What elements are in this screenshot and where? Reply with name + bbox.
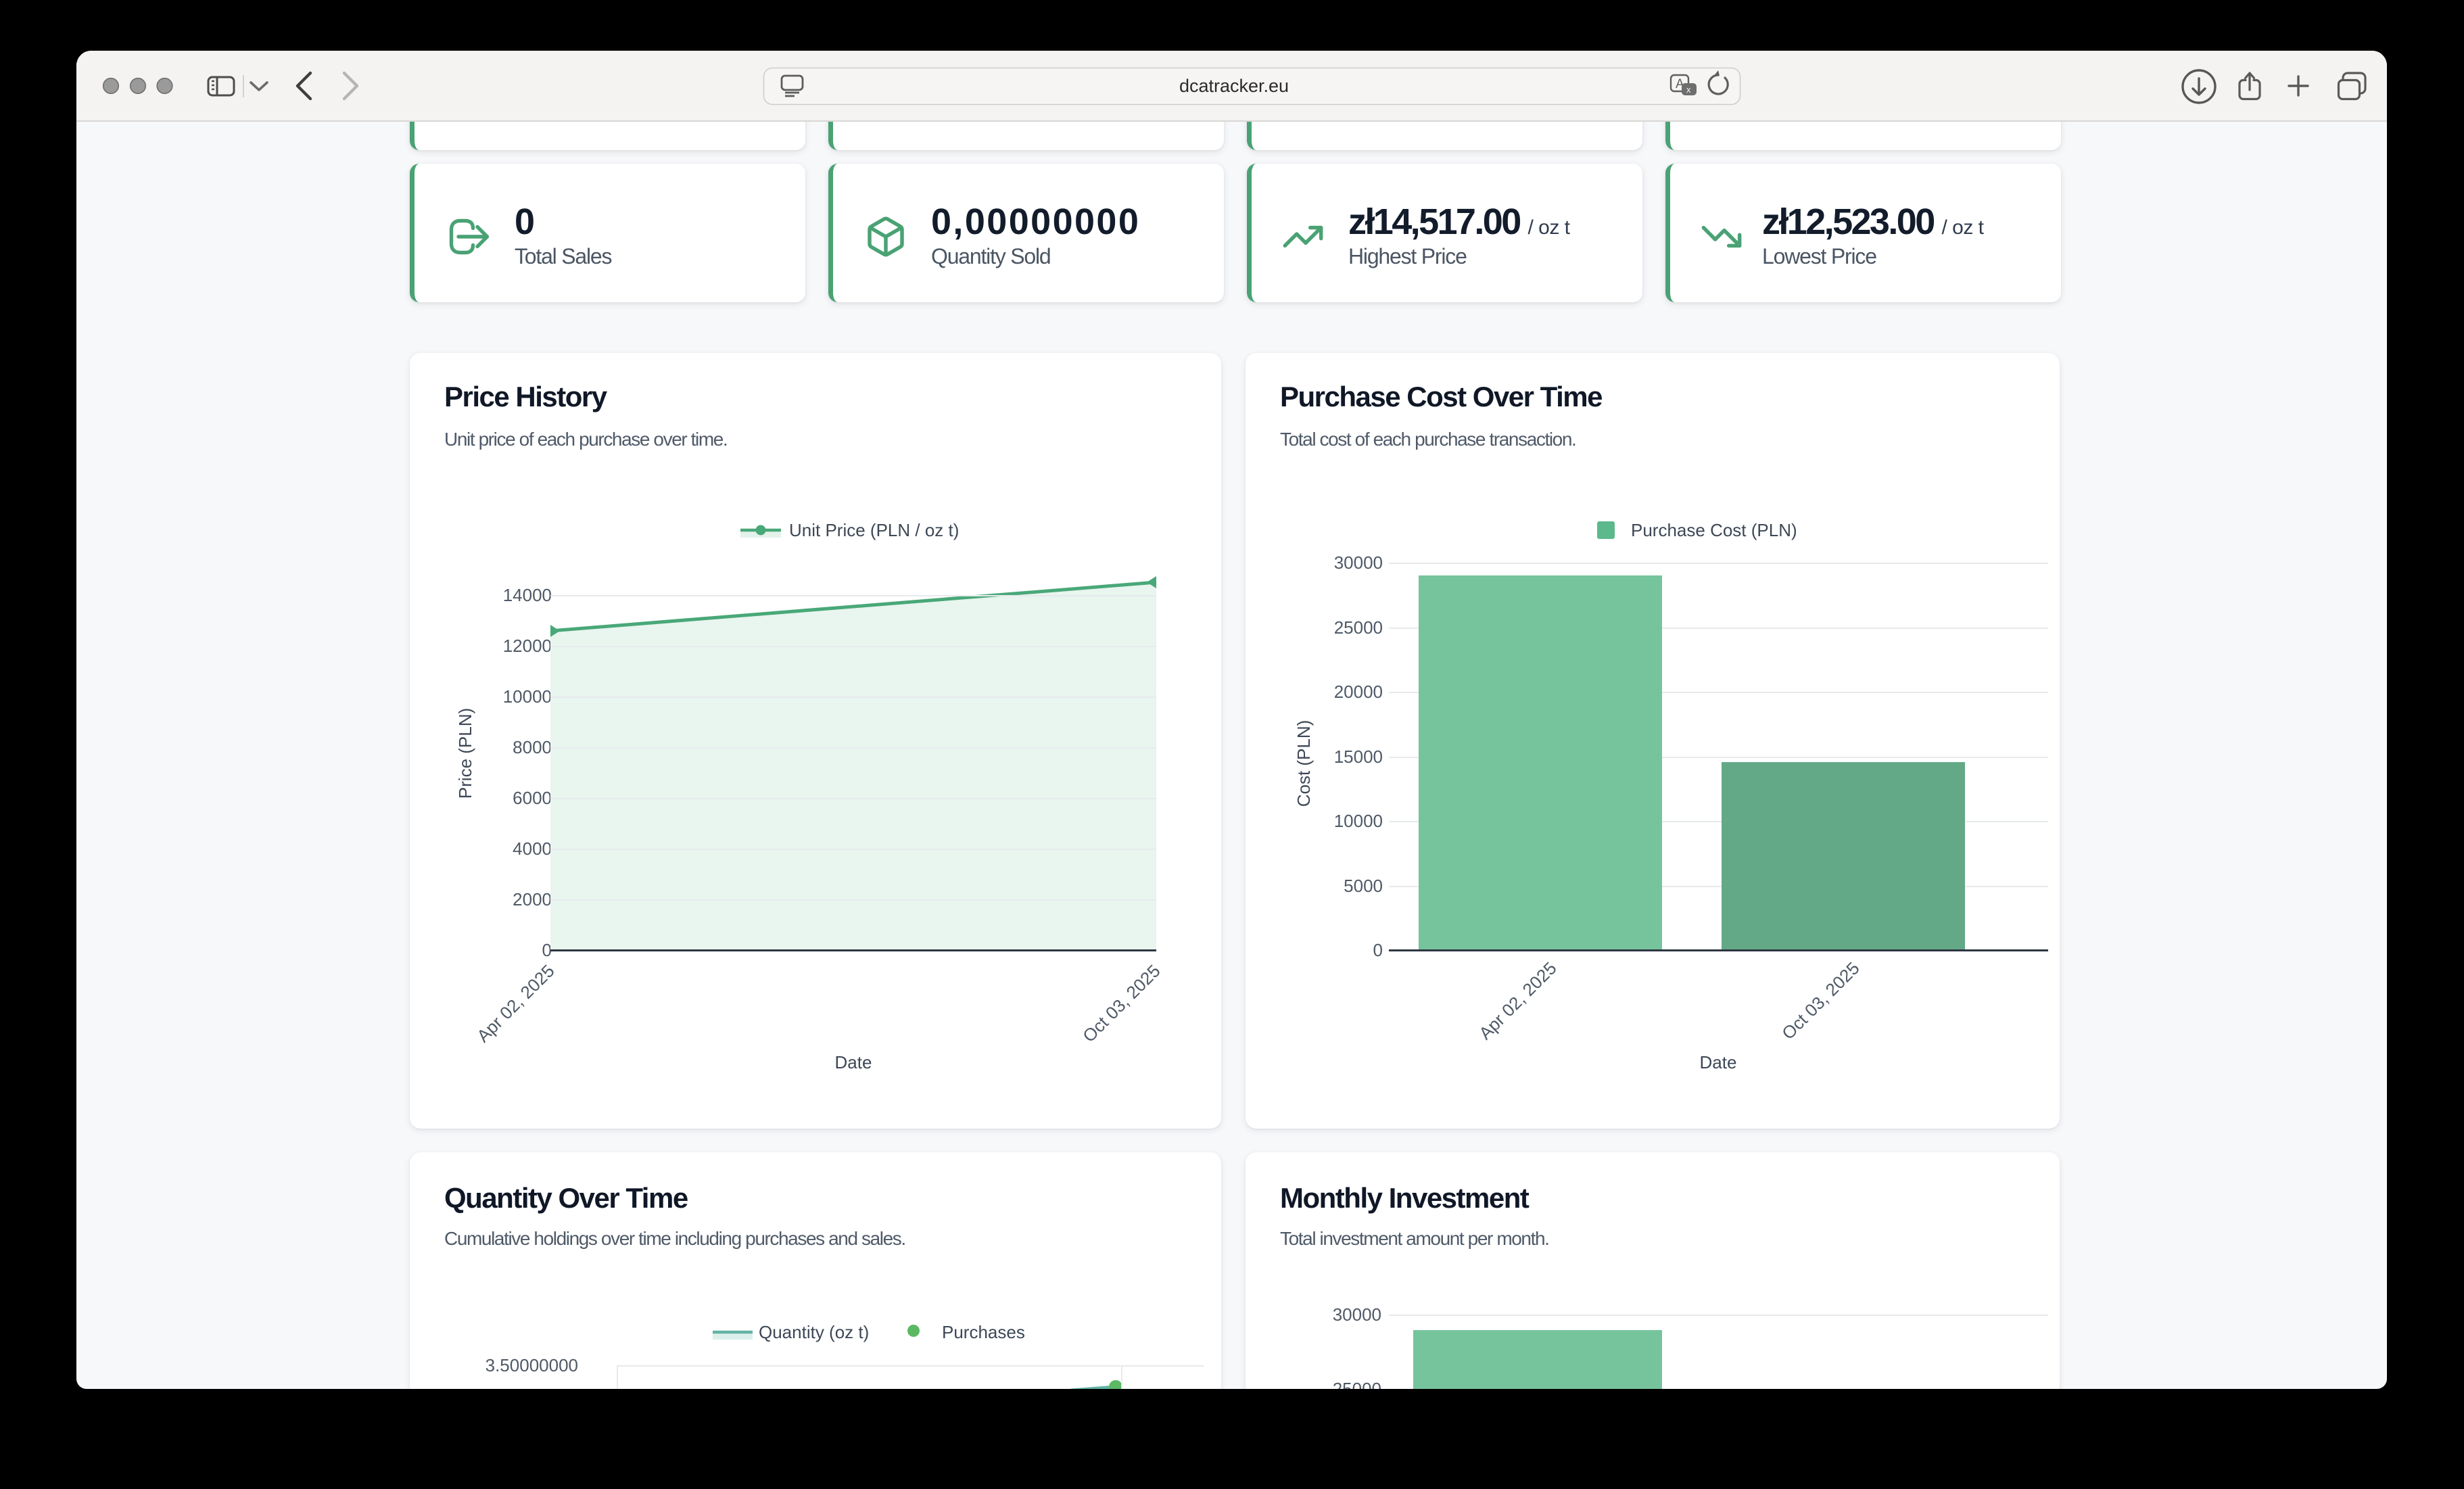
svg-text:x: x — [1686, 85, 1691, 95]
